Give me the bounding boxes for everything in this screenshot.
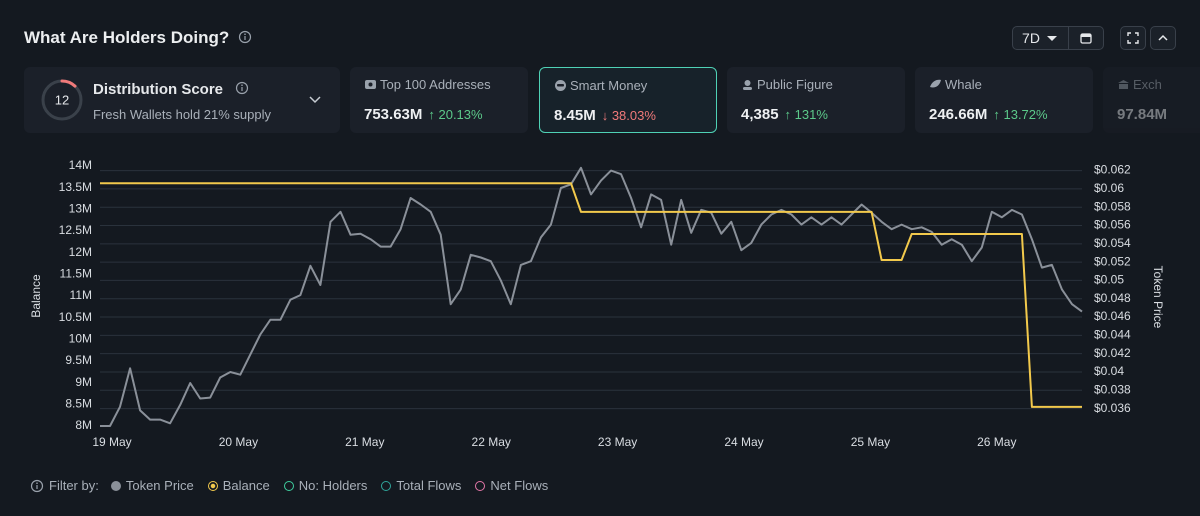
legend-item[interactable]: Total Flows [381,478,461,493]
card-label: Top 100 Addresses [380,77,491,92]
legend-swatch [381,480,392,491]
calendar-button[interactable] [1068,26,1104,50]
x-tick-label: 24 May [724,435,763,449]
card-title: Distribution Score [93,81,249,98]
y-tick-label: 13M [69,202,92,216]
y-tick-label: 11M [70,288,92,302]
legend-text: Total Flows [396,478,462,493]
legend-item[interactable]: Token Price [110,478,194,493]
y2-tick-label: $0.054 [1094,236,1131,250]
score-text: 12 [55,92,69,107]
card-label: Whale [945,77,982,92]
metric-card[interactable]: Exch 97.84M [1103,67,1200,133]
y-tick-label: 9M [75,375,92,389]
series-line [100,166,1083,427]
x-tick-label: 19 May [92,435,131,449]
legend-swatch [110,480,121,491]
x-tick-label: 22 May [472,435,511,449]
x-tick-label: 23 May [598,435,637,449]
legend: Filter by: Token Price Balance No: Holders… [30,478,562,493]
legend-text: Balance [222,478,270,493]
legend-item[interactable]: Net Flows [475,478,548,493]
y-tick-label: 13.5M [59,180,92,194]
card-label: Exch [1133,77,1162,92]
card-change: ↓ 38.03% [601,108,656,123]
y2-tick-label: $0.042 [1094,346,1131,360]
card-subtitle: Fresh Wallets hold 21% supply [93,107,271,122]
distribution-card[interactable]: 12 Distribution Score Fresh Wallets hold… [24,67,340,133]
metric-card[interactable]: Whale 246.66M ↑ 13.72% [915,67,1093,133]
range-dropdown[interactable]: 7D [1012,26,1069,50]
y-tick-label: 14M [69,158,92,172]
y2-tick-label: $0.06 [1094,181,1124,195]
card-value: 8.45M [554,107,596,124]
score-ring: 12 [41,79,83,121]
y2-tick-label: $0.046 [1094,309,1131,323]
metric-card[interactable]: Top 100 Addresses 753.63M ↑ 20.13% [350,67,528,133]
collapse-button[interactable] [1150,26,1176,50]
expand-button[interactable] [1120,26,1146,50]
y-axis-title: Balance [29,274,43,318]
metric-card[interactable]: Smart Money 8.45M ↓ 38.03% [539,67,717,133]
x-tick-label: 26 May [977,435,1016,449]
card-change: ↑ 20.13% [428,107,483,122]
y2-tick-label: $0.036 [1094,401,1131,415]
card-title-text: Distribution Score [93,81,224,98]
card-value: 753.63M [364,106,423,123]
y-tick-label: 8.5M [65,397,92,411]
legend-text: Net Flows [490,478,549,493]
y2-tick-label: $0.044 [1094,328,1131,342]
y2-tick-label: $0.056 [1094,218,1131,232]
y2-tick-label: $0.04 [1094,364,1124,378]
legend-item[interactable]: Balance [207,478,270,493]
y2-tick-label: $0.062 [1094,163,1131,177]
y2-tick-label: $0.058 [1094,199,1131,213]
series-line [100,182,1082,408]
y2-axis-title: Token Price [1151,266,1165,329]
card-label: Public Figure [757,77,833,92]
card-value: 246.66M [929,106,988,123]
x-tick-label: 21 May [345,435,384,449]
y-tick-label: 9.5M [65,353,92,367]
legend-text: No: Holders [298,478,368,493]
y2-tick-label: $0.052 [1094,254,1131,268]
info-icon[interactable] [238,30,252,44]
y2-tick-label: $0.048 [1094,291,1131,305]
y-tick-label: 12.5M [59,223,92,237]
card-change: ↑ 13.72% [993,107,1048,122]
legend-swatch [283,480,294,491]
legend-item[interactable]: No: Holders [283,478,368,493]
title-text: What Are Holders Doing? [24,28,230,47]
card-change: ↑ 131% [784,107,828,122]
x-tick-label: 25 May [851,435,890,449]
card-value: 97.84M [1117,106,1168,123]
y-tick-label: 11.5M [60,267,92,281]
panel-title: What Are Holders Doing? [24,28,252,48]
card-value: 4,385 [741,106,779,123]
legend-swatch [207,480,218,491]
legend-swatch [475,480,486,491]
score-arc [60,79,77,88]
filter-label: Filter by: [49,478,99,493]
card-label: Smart Money [570,78,648,93]
metric-card[interactable]: Public Figure 4,385 ↑ 131% [727,67,905,133]
y2-tick-label: $0.038 [1094,382,1131,396]
legend-text: Token Price [125,478,194,493]
range-text: 7D [1022,30,1040,46]
y-tick-label: 10.5M [59,310,92,324]
y2-tick-label: $0.05 [1094,273,1124,287]
y-tick-label: 12M [69,245,92,259]
x-tick-label: 20 May [219,435,258,449]
y-tick-label: 10M [69,332,92,346]
y-tick-label: 8M [75,418,92,432]
